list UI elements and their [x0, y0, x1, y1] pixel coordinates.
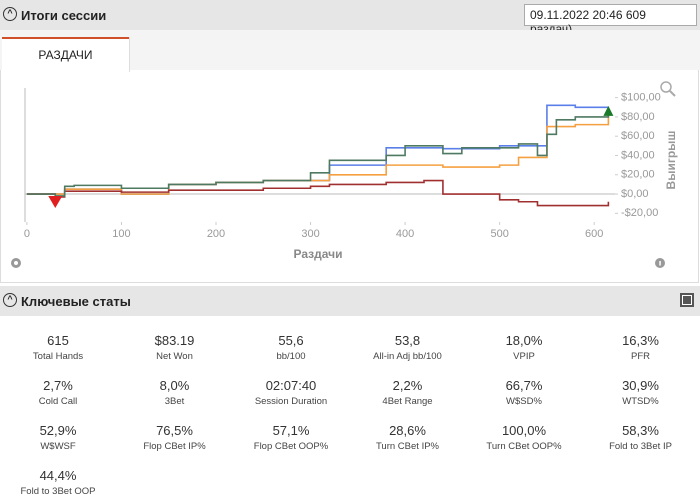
stat-value: 66,7%: [505, 378, 543, 393]
y-tick-label: $60,00: [621, 130, 655, 142]
stat-value: 8,0%: [159, 378, 190, 393]
stat-label: Total Hands: [32, 351, 84, 362]
series-line: [26, 179, 610, 207]
stat-label: Turn CBet OOP%: [486, 441, 562, 452]
stat: 44,4% Fold to 3Bet OOP: [0, 468, 116, 497]
stat-label: WTSD%: [622, 396, 659, 407]
layout-button[interactable]: [680, 293, 694, 307]
y-axis-label: Выигрыш: [664, 131, 678, 190]
stat-label: Turn CBet IP%: [375, 441, 439, 452]
x-tick-label: 500: [490, 228, 508, 240]
stat: 55,6 bb/100: [233, 333, 349, 362]
stat-label: VPIP: [513, 351, 535, 362]
stat: 02:07:40 Session Duration: [233, 378, 349, 407]
stat-label: Net Won: [156, 351, 193, 362]
stat-value: 16,3%: [622, 333, 659, 348]
stat: 53,8 All-in Adj bb/100: [350, 333, 466, 362]
y-tick-label: $20,00: [621, 169, 655, 181]
settings-icon[interactable]: [11, 258, 21, 268]
y-tick-label: $0,00: [621, 188, 649, 200]
series-line: [26, 113, 610, 197]
stat-value: 53,8: [394, 333, 421, 348]
stat: 18,0% VPIP: [466, 333, 582, 362]
collapse-icon[interactable]: ^: [3, 7, 17, 21]
min-marker: [48, 195, 63, 208]
stat: 52,9% W$WSF: [0, 423, 116, 452]
x-tick-label: 300: [301, 228, 319, 240]
stats-title: Ключевые статы: [21, 294, 131, 309]
stat-label: bb/100: [276, 351, 306, 362]
zoom-icon[interactable]: [660, 81, 676, 97]
stat-value: 28,6%: [389, 423, 426, 438]
stat: 2,7% Cold Call: [0, 378, 116, 407]
x-tick-label: 400: [396, 228, 414, 240]
stat-value: 30,9%: [622, 378, 659, 393]
stat: 58,3% Fold to 3Bet IP: [583, 423, 699, 452]
stat-value: 57,1%: [272, 423, 310, 438]
chart-panel: [0, 70, 699, 283]
stat: 100,0% Turn CBet OOP%: [466, 423, 582, 452]
stat-value: 76,5%: [156, 423, 193, 438]
series-line: [26, 114, 610, 195]
stat-label: Flop CBet OOP%: [253, 441, 329, 452]
stat-value: 02:07:40: [265, 378, 317, 393]
stat-value: $83.19: [154, 333, 195, 348]
stat-label: 3Bet: [164, 396, 185, 407]
stat-label: W$WSF: [40, 441, 76, 452]
collapse-icon[interactable]: ^: [3, 293, 17, 307]
stat-value: 2,2%: [392, 378, 423, 393]
stat-label: Cold Call: [38, 396, 78, 407]
stat-value: 55,6: [278, 333, 304, 348]
x-axis-label: Раздачи: [294, 247, 343, 261]
stat-value: 58,3%: [622, 423, 659, 438]
x-tick-label: 0: [24, 228, 30, 240]
x-tick-label: 600: [585, 228, 603, 240]
x-tick-label: 200: [207, 228, 225, 240]
chart: Раздачи Выигрыш -$20,00 $0,00 $20,00 $40,00…: [11, 81, 678, 268]
stat-value: 100,0%: [501, 423, 547, 438]
stat: 615 Total Hands: [0, 333, 116, 362]
stat: 8,0% 3Bet: [117, 378, 233, 407]
stat: 2,2% 4Bet Range: [350, 378, 466, 407]
stat-label: All-in Adj bb/100: [373, 351, 442, 362]
stat: 76,5% Flop CBet IP%: [117, 423, 233, 452]
stat-label: Session Duration: [254, 396, 328, 407]
stat: 28,6% Turn CBet IP%: [350, 423, 466, 452]
stat-label: 4Bet Range: [382, 396, 433, 407]
stat-value: 18,0%: [505, 333, 543, 348]
stat: 30,9% WTSD%: [583, 378, 699, 407]
y-tick-label: $40,00: [621, 149, 655, 161]
stat: 16,3% PFR: [583, 333, 699, 362]
title: Итоги сессии: [21, 8, 107, 23]
stat-value: 44,4%: [39, 468, 77, 483]
stat-label: Fold to 3Bet IP: [609, 441, 672, 452]
y-tick-label: -$20,00: [621, 207, 658, 219]
stat-value: 52,9%: [39, 423, 77, 438]
stat-label: Fold to 3Bet OOP: [20, 486, 96, 497]
stat-label: Flop CBet IP%: [143, 441, 206, 452]
x-tick-label: 100: [112, 228, 130, 240]
tab[interactable]: РАЗДАЧИ: [2, 37, 129, 72]
stats-bar: ^ Ключевые статы: [0, 286, 700, 316]
stat-label: W$SD%: [506, 396, 542, 407]
stat-label: PFR: [631, 351, 650, 362]
stat: 66,7% W$SD%: [466, 378, 582, 407]
max-marker: [603, 105, 614, 116]
stat: 57,1% Flop CBet OOP%: [233, 423, 349, 452]
stat: $83.19 Net Won: [117, 333, 233, 362]
stat-value: 2,7%: [43, 378, 73, 393]
stat-value: 615: [47, 333, 69, 348]
y-tick-label: $80,00: [621, 111, 655, 123]
y-tick-label: $100,00: [621, 92, 661, 104]
info-icon[interactable]: [655, 258, 665, 268]
